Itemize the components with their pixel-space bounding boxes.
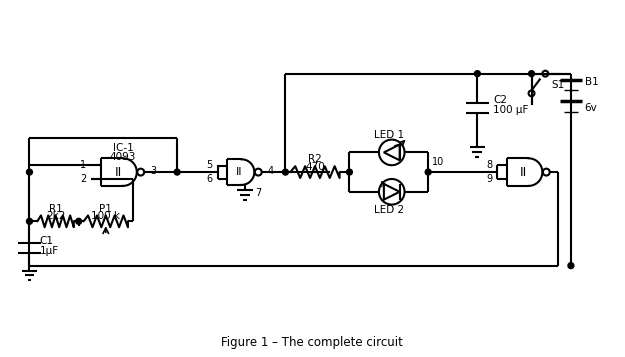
Text: 4093: 4093 xyxy=(110,152,136,162)
Text: 6v: 6v xyxy=(585,103,597,113)
Polygon shape xyxy=(384,184,399,200)
Text: P1: P1 xyxy=(99,203,112,213)
Circle shape xyxy=(346,169,352,175)
Circle shape xyxy=(26,218,32,224)
Text: 2: 2 xyxy=(81,174,87,184)
Text: 9: 9 xyxy=(486,174,492,184)
Text: 7: 7 xyxy=(255,188,261,198)
Text: S1: S1 xyxy=(551,80,564,90)
Text: 8: 8 xyxy=(486,160,492,170)
Circle shape xyxy=(568,263,574,268)
Text: II: II xyxy=(236,167,242,177)
Circle shape xyxy=(474,71,481,77)
Text: 1: 1 xyxy=(81,160,87,170)
Text: LED 1: LED 1 xyxy=(374,130,404,140)
Text: II: II xyxy=(114,166,122,178)
Text: 3: 3 xyxy=(150,166,156,176)
Text: 6: 6 xyxy=(206,174,212,184)
Text: C2: C2 xyxy=(493,95,507,105)
Text: B1: B1 xyxy=(585,76,599,86)
Text: 4: 4 xyxy=(268,166,274,176)
Text: 100 k: 100 k xyxy=(91,211,120,221)
Text: II: II xyxy=(520,166,528,178)
Text: C1: C1 xyxy=(39,236,53,246)
Circle shape xyxy=(76,218,82,224)
Text: LED 2: LED 2 xyxy=(374,205,404,215)
Polygon shape xyxy=(384,145,399,160)
Text: 10: 10 xyxy=(432,157,444,167)
Circle shape xyxy=(425,169,431,175)
Text: R2: R2 xyxy=(308,154,322,164)
Circle shape xyxy=(26,169,32,175)
Text: 5: 5 xyxy=(206,160,212,170)
Circle shape xyxy=(174,169,180,175)
Circle shape xyxy=(282,169,288,175)
Text: 1µF: 1µF xyxy=(39,246,59,256)
Text: R1: R1 xyxy=(49,203,62,213)
Text: IC-1: IC-1 xyxy=(112,144,133,154)
Text: 470: 470 xyxy=(305,162,325,172)
Text: 2k2: 2k2 xyxy=(46,211,65,221)
Circle shape xyxy=(529,71,534,77)
Text: 100 µF: 100 µF xyxy=(493,105,529,115)
Text: Figure 1 – The complete circuit: Figure 1 – The complete circuit xyxy=(221,336,403,349)
